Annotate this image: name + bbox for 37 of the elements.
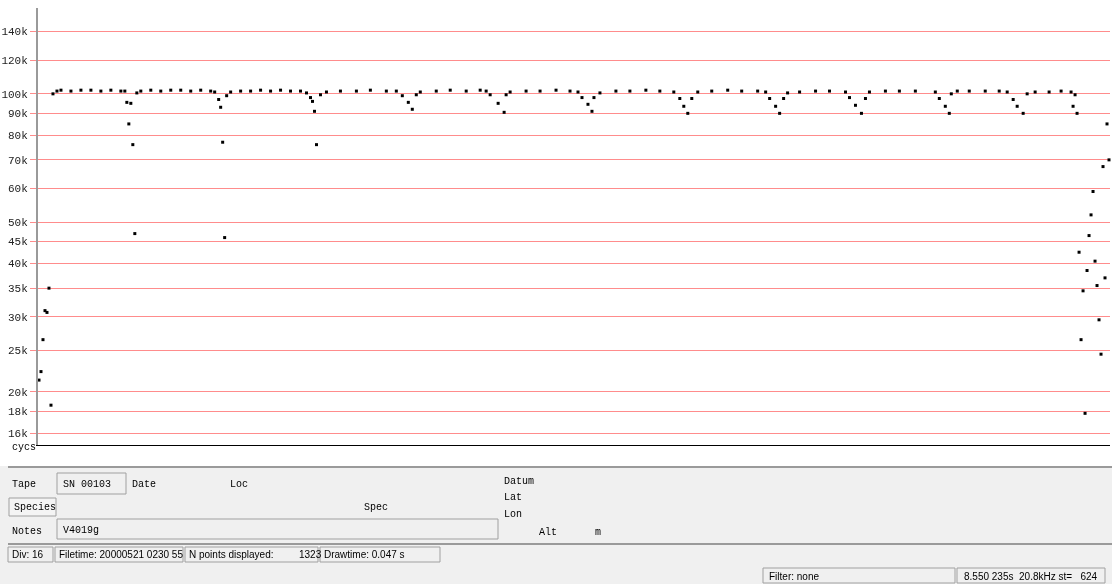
y-tick-label: 30k <box>7 311 29 324</box>
text: Filter: none <box>769 571 820 582</box>
text: Filetime: 20000521 0230 55 <box>59 549 184 560</box>
y-tick-label: 50k <box>7 216 29 229</box>
text: cycs <box>12 442 37 453</box>
text: Datum <box>504 476 535 487</box>
y-tick-label: 90k <box>7 108 29 121</box>
text: N points displayed: <box>189 549 274 560</box>
text: SN 00103 <box>63 479 112 490</box>
y-tick-label: 20k <box>7 386 29 399</box>
text: Species <box>14 502 57 513</box>
y-tick-label: 120k <box>1 54 29 67</box>
text: Div: 16 <box>12 549 44 560</box>
y-tick-label: 60k <box>7 183 29 196</box>
text: Alt <box>539 527 558 538</box>
text: 1323 <box>299 549 322 560</box>
text: Date <box>132 479 157 490</box>
text: Lat <box>504 492 523 503</box>
text: Tape <box>12 479 37 490</box>
y-tick-label: 140k <box>1 26 29 39</box>
y-tick-label: 70k <box>7 154 29 167</box>
text: Drawtime: 0.047 s <box>324 549 405 560</box>
text: Lon <box>504 509 523 520</box>
text: Notes <box>12 526 43 537</box>
y-tick-label: 80k <box>7 129 29 142</box>
text: Spec <box>364 502 389 513</box>
y-tick-label: 100k <box>1 88 29 101</box>
y-tick-label: 35k <box>7 283 29 296</box>
text: V4019g <box>63 525 100 536</box>
text: m <box>595 527 602 538</box>
y-tick-label: 45k <box>7 236 29 249</box>
y-tick-label: 25k <box>7 345 29 358</box>
text: 8.550 235s 20.8kHz st= 624 <box>964 571 1098 582</box>
y-tick-label: 40k <box>7 258 29 271</box>
y-tick-label: 18k <box>7 406 29 419</box>
y-tick-label: 16k <box>7 427 29 440</box>
text: Loc <box>230 479 249 490</box>
